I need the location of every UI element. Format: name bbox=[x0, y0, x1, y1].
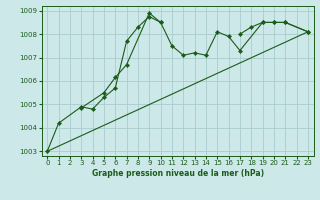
X-axis label: Graphe pression niveau de la mer (hPa): Graphe pression niveau de la mer (hPa) bbox=[92, 169, 264, 178]
